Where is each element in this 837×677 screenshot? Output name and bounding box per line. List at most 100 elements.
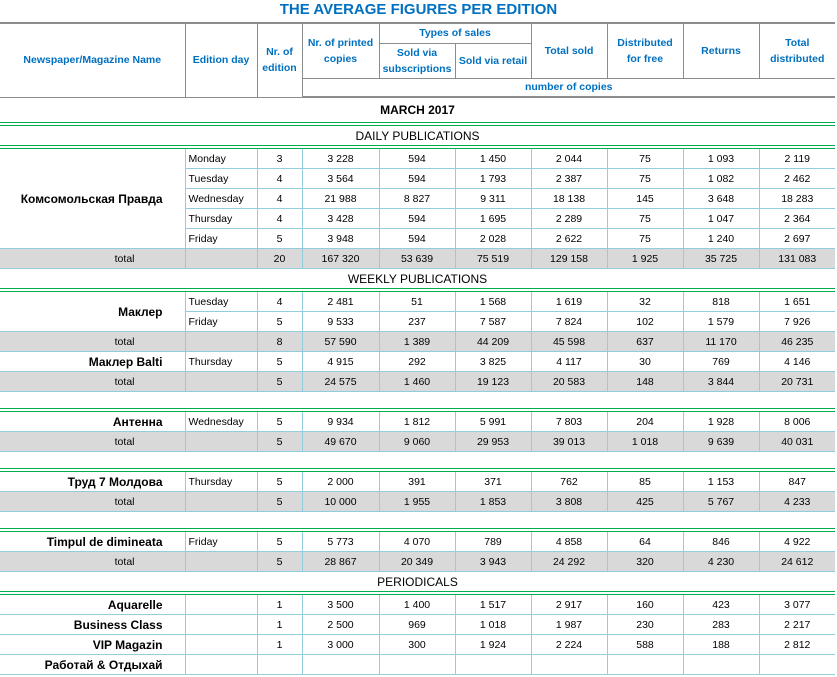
figures-table: Newspaper/Magazine Name Edition day Nr. … xyxy=(0,22,835,675)
value-cell: 75 xyxy=(606,168,684,189)
total-cell: 24 612 xyxy=(758,551,835,572)
col-returns: Returns xyxy=(682,22,760,79)
value-cell: 4 xyxy=(256,208,303,229)
total-cell: 10 000 xyxy=(301,491,380,512)
value-cell: 230 xyxy=(606,614,684,635)
total-cell: 1 389 xyxy=(378,331,456,352)
empty-cell xyxy=(184,551,258,572)
edition-day xyxy=(184,614,258,635)
value-cell: 818 xyxy=(682,288,760,312)
table-row: Aquarelle 1 3 500 1 400 1 517 2 917 160 423 3 07… xyxy=(0,591,835,615)
value-cell: 4 922 xyxy=(758,528,835,552)
total-label: total xyxy=(0,491,186,512)
value-cell: 969 xyxy=(378,614,456,635)
total-row: total 5 28 867 20 349 3 943 24 292 320 4 230 24 … xyxy=(0,551,835,572)
value-cell: 4 146 xyxy=(758,351,835,372)
table-row: Маклер Tuesday 4 2 481 51 1 568 1 619 32 818 1 65… xyxy=(0,288,835,332)
edition-day: Monday xyxy=(184,145,258,169)
value-cell: 18 138 xyxy=(530,188,608,209)
value-cell: 102 xyxy=(606,311,684,332)
total-cell: 46 235 xyxy=(758,331,835,352)
table-row: Wednesday 4 21 988 8 827 9 311 18 138 145 3 648… xyxy=(0,188,835,209)
empty-cell xyxy=(184,491,258,512)
value-cell: 8 006 xyxy=(758,408,835,432)
col-retail: Sold via retail xyxy=(454,42,531,79)
value-cell: 51 xyxy=(378,288,456,312)
value-cell: 7 824 xyxy=(530,311,608,332)
value-cell: 594 xyxy=(378,208,456,229)
total-cell: 5 xyxy=(256,371,303,392)
value-cell: 1 xyxy=(256,614,303,635)
section-label: PERIODICALS xyxy=(377,574,458,589)
value-cell xyxy=(301,654,380,675)
total-cell: 24 292 xyxy=(530,551,608,572)
total-cell: 11 170 xyxy=(682,331,760,352)
empty-cell xyxy=(184,331,258,352)
col-printed: Nr. of printed copies xyxy=(301,22,380,79)
value-cell: 237 xyxy=(378,311,456,332)
spacer-row xyxy=(0,511,835,530)
value-cell: 5 991 xyxy=(454,408,532,432)
publication-name: VIP Magazin xyxy=(0,634,186,655)
value-cell: 145 xyxy=(606,188,684,209)
value-cell: 3 564 xyxy=(301,168,380,189)
value-cell: 292 xyxy=(378,351,456,372)
total-cell: 320 xyxy=(606,551,684,572)
value-cell: 762 xyxy=(530,468,608,492)
total-cell: 49 670 xyxy=(301,431,380,452)
value-cell: 3 825 xyxy=(454,351,532,372)
total-cell: 4 230 xyxy=(682,551,760,572)
value-cell: 3 000 xyxy=(301,634,380,655)
value-cell: 2 028 xyxy=(454,228,532,249)
table-row: Работай & Отдыхай xyxy=(0,654,835,675)
value-cell: 5 xyxy=(256,228,303,249)
value-cell: 4 xyxy=(256,288,303,312)
total-cell: 20 731 xyxy=(758,371,835,392)
table-row: Труд 7 Молдова Thursday 5 2 000 391 371 762 85 1… xyxy=(0,468,835,492)
value-cell: 4 xyxy=(256,188,303,209)
value-cell: 4 070 xyxy=(378,528,456,552)
value-cell: 1 240 xyxy=(682,228,760,249)
value-cell: 1 924 xyxy=(454,634,532,655)
empty-cell xyxy=(184,248,258,269)
edition-day: Friday xyxy=(185,228,258,249)
value-cell: 5 773 xyxy=(301,528,380,552)
edition-day: Friday xyxy=(184,528,258,552)
spacer xyxy=(0,391,835,410)
total-cell: 5 xyxy=(256,491,303,512)
table-row: Friday 5 3 948 594 2 028 2 622 75 1 240 2 697 xyxy=(0,228,835,249)
value-cell: 2 289 xyxy=(530,208,608,229)
table-row: Thursday 4 3 428 594 1 695 2 289 75 1 047 2 364 xyxy=(0,208,835,229)
total-cell: 19 123 xyxy=(454,371,532,392)
value-cell: 2 224 xyxy=(530,634,608,655)
edition-day xyxy=(184,634,258,655)
value-cell: 2 481 xyxy=(301,288,380,312)
total-cell: 167 320 xyxy=(301,248,380,269)
total-label: total xyxy=(0,371,186,392)
value-cell: 2 697 xyxy=(758,228,835,249)
value-cell: 75 xyxy=(606,228,684,249)
publication-name: Маклер xyxy=(0,288,186,332)
value-cell: 7 587 xyxy=(454,311,532,332)
value-cell: 423 xyxy=(682,591,760,615)
total-row: total 20 167 320 53 639 75 519 129 158 1 925 35… xyxy=(0,248,835,269)
value-cell: 4 xyxy=(256,168,303,189)
value-cell: 1 619 xyxy=(530,288,608,312)
total-cell: 20 583 xyxy=(530,371,608,392)
value-cell: 1 579 xyxy=(682,311,760,332)
publication-name: Business Class xyxy=(0,614,186,635)
total-cell: 1 853 xyxy=(454,491,532,512)
value-cell: 371 xyxy=(454,468,532,492)
value-cell: 2 044 xyxy=(530,145,608,169)
month-label: MARCH 2017 xyxy=(380,103,455,117)
total-cell: 44 209 xyxy=(454,331,532,352)
total-label: total xyxy=(0,551,186,572)
edition-day: Wednesday xyxy=(184,408,258,432)
total-label: total xyxy=(0,331,186,352)
value-cell: 3 xyxy=(256,145,303,169)
total-cell: 40 031 xyxy=(758,431,835,452)
value-cell: 283 xyxy=(682,614,760,635)
value-cell: 1 651 xyxy=(758,288,835,312)
total-cell: 20 xyxy=(256,248,303,269)
total-cell: 24 575 xyxy=(301,371,380,392)
